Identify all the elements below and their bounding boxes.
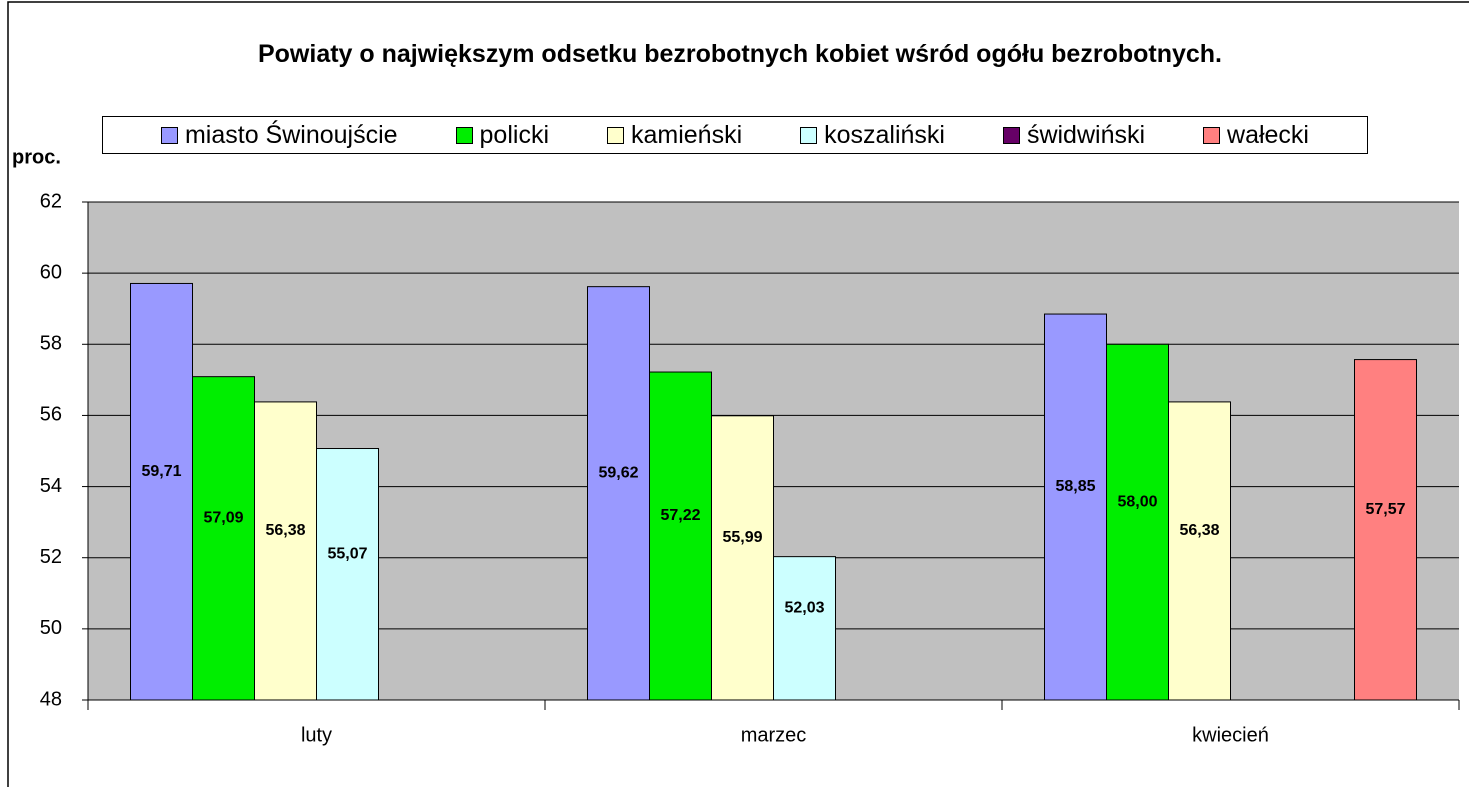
y-tick-label: 56 xyxy=(40,404,62,426)
x-tick-label: marzec xyxy=(741,724,807,746)
data-label: 52,03 xyxy=(784,600,824,617)
legend-label: wałecki xyxy=(1227,120,1309,149)
bar xyxy=(316,448,379,701)
legend-item: wałecki xyxy=(1203,121,1309,150)
legend-swatch xyxy=(800,126,818,144)
y-tick-label: 50 xyxy=(40,617,62,639)
legend-item: policki xyxy=(455,120,550,150)
legend-label: kamieński xyxy=(630,120,743,149)
data-label: 59,62 xyxy=(598,465,638,482)
y-tick-label: 54 xyxy=(40,475,62,497)
x-tick-label: kwiecień xyxy=(1192,724,1269,746)
y-axis-label: proc. xyxy=(12,146,61,168)
legend-item: świdwiński xyxy=(1002,120,1146,150)
data-label: 56,38 xyxy=(265,522,305,539)
bar xyxy=(254,401,317,701)
data-label: 55,07 xyxy=(327,545,367,562)
legend-label: policki xyxy=(479,120,550,149)
legend-swatch xyxy=(455,126,473,144)
legend-item: kamieński xyxy=(606,120,743,150)
bar xyxy=(1106,343,1169,701)
legend-item: koszaliński xyxy=(800,121,945,150)
bar xyxy=(1044,313,1107,701)
data-label: 58,85 xyxy=(1055,478,1095,495)
legend-swatch xyxy=(1002,126,1020,144)
y-tick-label: 58 xyxy=(40,333,62,355)
data-label: 59,71 xyxy=(141,463,181,480)
y-tick-label: 48 xyxy=(40,688,62,710)
bar xyxy=(192,376,255,701)
legend-label: świdwiński xyxy=(1026,120,1146,149)
bar xyxy=(1354,359,1417,701)
bar xyxy=(711,415,774,701)
data-label: 57,22 xyxy=(660,507,700,524)
y-tick-label: 60 xyxy=(40,261,62,283)
chart-title: Powiaty o największym odsetku bezrobotny… xyxy=(257,40,1222,68)
legend: miasto Świnoujście policki kamieński koszal… xyxy=(102,116,1368,154)
y-tick-label: 52 xyxy=(40,546,62,568)
data-label: 56,38 xyxy=(1179,522,1219,539)
bar xyxy=(130,282,193,701)
y-tick-label: 62 xyxy=(40,190,62,212)
data-label: 57,57 xyxy=(1365,501,1405,518)
legend-label: miasto Świnoujście xyxy=(184,120,398,149)
data-label: 55,99 xyxy=(722,529,762,546)
bar xyxy=(649,371,712,701)
legend-swatch xyxy=(606,126,624,144)
x-tick-label: luty xyxy=(301,724,332,746)
data-label: 57,09 xyxy=(203,510,243,527)
data-label: 58,00 xyxy=(1117,493,1157,510)
legend-swatch xyxy=(160,126,178,144)
bar xyxy=(587,286,650,701)
legend-swatch xyxy=(1203,126,1221,144)
bar xyxy=(1168,401,1231,701)
bar xyxy=(773,556,836,701)
legend-item: miasto Świnoujście xyxy=(160,120,398,150)
legend-label: koszaliński xyxy=(824,120,945,149)
